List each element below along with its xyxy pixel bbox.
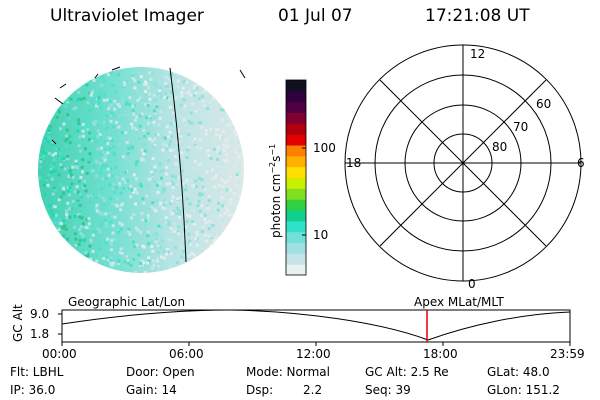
timeline-plot — [58, 309, 571, 346]
coastline-fragments — [51, 66, 246, 145]
y-tick-label-1.8: 1.8 — [30, 327, 50, 341]
polar-label-6: 6 — [577, 156, 585, 170]
timeline-left-label: Geographic Lat/Lon — [68, 295, 186, 309]
colorbar-frame — [285, 79, 307, 276]
x-tick-label-1800: 18:00 — [423, 347, 458, 361]
x-tick-label-0600: 06:00 — [169, 347, 204, 361]
colorbar-tick-label-100: 100 — [313, 141, 336, 155]
x-tick-label-0000: 00:00 — [42, 347, 77, 361]
image-date: 01 Jul 07 — [278, 6, 353, 26]
timeline-right-label: Apex MLat/MLT — [414, 295, 504, 309]
image-time: 17:21:08 UT — [425, 6, 530, 26]
x-tick-label-2359: 23:59 — [550, 347, 585, 361]
polar-label-60: 60 — [536, 97, 552, 111]
glon-info: GLon: 151.2 — [487, 383, 560, 397]
x-tick-label-1200: 12:00 — [296, 347, 331, 361]
instrument-title: Ultraviolet Imager — [50, 6, 204, 26]
gain-info: Gain: 14 — [126, 383, 177, 397]
polar-label-0: 0 — [468, 277, 476, 291]
seq-info: Seq: 39 — [365, 383, 411, 397]
polar-diagonal-b — [379, 79, 547, 247]
polar-label-70: 70 — [513, 120, 529, 134]
y-tick-label-9: 9.0 — [30, 307, 50, 321]
dsp-label: Dsp: — [246, 383, 274, 397]
terminator-line — [169, 67, 187, 263]
polar-label-80: 80 — [492, 140, 508, 154]
colorbar-units-label: photon cm−2s−1 — [268, 143, 283, 238]
polar-label-12: 12 — [470, 47, 486, 61]
colorbar — [286, 80, 306, 276]
mode-info: Mode: Normal — [246, 365, 330, 379]
gc-alt-info: GC Alt: 2.5 Re — [365, 365, 449, 379]
polar-label-18: 18 — [346, 156, 362, 170]
timeline-axis-title: GC Alt — [11, 304, 25, 342]
door-info: Door: Open — [126, 365, 195, 379]
polar-grid — [344, 44, 582, 282]
filter-info: Flt: LBHL — [10, 365, 64, 379]
colorbar-tick-label-10: 10 — [313, 228, 329, 242]
glat-info: GLat: 48.0 — [487, 365, 550, 379]
ip-info: IP: 36.0 — [10, 383, 56, 397]
uv-image-disk — [38, 66, 246, 273]
altitude-curve — [61, 309, 571, 341]
dsp-value: 2.2 — [303, 383, 323, 397]
